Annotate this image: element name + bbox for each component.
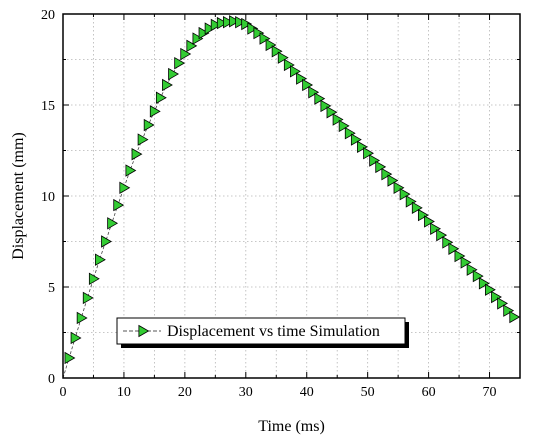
data-point-marker xyxy=(363,147,374,160)
data-point-marker xyxy=(296,72,307,85)
y-tick-label: 5 xyxy=(48,281,55,296)
data-point-marker xyxy=(88,272,100,285)
x-tick-label: 20 xyxy=(178,385,192,400)
data-point-marker xyxy=(399,187,411,201)
data-point-marker xyxy=(198,26,210,40)
data-point-marker xyxy=(95,253,106,266)
data-point-marker xyxy=(229,15,240,28)
data-point-marker xyxy=(162,78,173,92)
data-point-marker xyxy=(82,291,94,305)
data-point-marker xyxy=(497,297,509,310)
x-tick-label: 70 xyxy=(483,385,497,400)
x-axis-title: Time (ms) xyxy=(258,418,325,435)
data-point-marker xyxy=(369,154,381,167)
data-point-marker xyxy=(338,119,350,133)
y-tick-label: 20 xyxy=(41,8,55,23)
y-axis-title: Displacement (mm) xyxy=(10,132,27,260)
data-point-marker xyxy=(454,249,466,263)
data-point-marker xyxy=(442,236,454,249)
data-point-marker xyxy=(277,51,289,64)
data-point-marker xyxy=(76,311,88,325)
data-point-marker xyxy=(143,118,155,132)
data-point-marker xyxy=(271,45,283,58)
data-point-marker xyxy=(460,256,472,269)
data-point-marker xyxy=(216,16,228,30)
data-point-marker xyxy=(131,147,143,161)
data-point-marker xyxy=(350,133,362,146)
data-point-marker xyxy=(222,16,234,29)
x-tick-label: 40 xyxy=(300,385,314,400)
data-point-marker xyxy=(424,215,435,228)
data-point-marker xyxy=(235,16,247,29)
data-point-marker xyxy=(192,32,204,45)
data-point-marker xyxy=(259,32,271,45)
data-point-marker xyxy=(210,18,222,32)
data-point-marker xyxy=(478,277,490,290)
data-point-marker xyxy=(265,38,277,52)
data-point-marker xyxy=(247,22,259,35)
data-point-marker xyxy=(344,127,356,140)
data-point-marker xyxy=(302,78,314,92)
data-point-marker xyxy=(381,167,393,181)
data-point-marker xyxy=(290,65,301,78)
data-point-marker xyxy=(387,174,399,187)
data-point-marker xyxy=(308,86,320,99)
series-markers xyxy=(64,15,521,365)
data-point-marker xyxy=(113,198,125,212)
legend-label: Displacement vs time Simulation xyxy=(167,323,380,340)
data-point-marker xyxy=(180,47,192,61)
data-point-marker xyxy=(332,113,344,126)
data-point-marker xyxy=(137,133,149,146)
data-point-marker xyxy=(64,351,76,365)
tick-labels: 0 10 20 30 40 50 60 70 0 5 10 15 20 xyxy=(41,8,497,400)
data-point-marker xyxy=(448,242,460,255)
x-tick-label: 50 xyxy=(361,385,375,400)
data-point-marker xyxy=(417,208,429,222)
data-point-marker xyxy=(119,181,131,194)
data-point-marker xyxy=(503,304,515,317)
data-point-marker xyxy=(430,222,441,235)
data-point-marker xyxy=(204,22,216,35)
data-point-marker xyxy=(357,140,368,154)
data-point-marker xyxy=(375,160,387,174)
legend-marker-triangle xyxy=(138,324,150,338)
x-tick-label: 30 xyxy=(239,385,253,400)
data-point-marker xyxy=(320,99,332,113)
data-point-marker xyxy=(241,17,253,31)
data-point-marker xyxy=(186,39,198,53)
data-point-marker xyxy=(326,106,338,119)
y-tick-label: 0 xyxy=(48,372,55,387)
data-point-marker xyxy=(125,164,137,177)
data-point-marker xyxy=(411,201,423,215)
data-point-marker xyxy=(168,67,179,81)
x-tick-label: 0 xyxy=(60,385,67,400)
data-point-marker xyxy=(70,331,82,345)
data-point-marker xyxy=(509,310,521,324)
x-tick-label: 10 xyxy=(117,385,131,400)
data-point-marker xyxy=(472,269,484,283)
y-tick-label: 15 xyxy=(41,99,55,114)
data-point-marker xyxy=(107,217,119,230)
legend: Displacement vs time Simulation xyxy=(116,317,409,348)
data-point-marker xyxy=(405,195,417,208)
x-tick-label: 60 xyxy=(422,385,436,400)
data-point-marker xyxy=(436,228,448,242)
data-point-marker xyxy=(466,263,478,276)
data-point-marker xyxy=(149,105,161,118)
data-point-marker xyxy=(253,26,265,40)
axis-ticks xyxy=(62,13,520,379)
data-point-marker xyxy=(101,235,112,248)
data-point-marker xyxy=(491,290,502,304)
data-point-marker xyxy=(485,283,496,296)
data-point-marker xyxy=(393,181,405,194)
data-point-marker xyxy=(174,56,186,70)
data-point-marker xyxy=(314,92,326,105)
data-point-marker xyxy=(283,58,295,72)
data-point-marker xyxy=(155,91,167,104)
y-tick-label: 10 xyxy=(41,190,55,205)
legend-box xyxy=(116,317,406,345)
